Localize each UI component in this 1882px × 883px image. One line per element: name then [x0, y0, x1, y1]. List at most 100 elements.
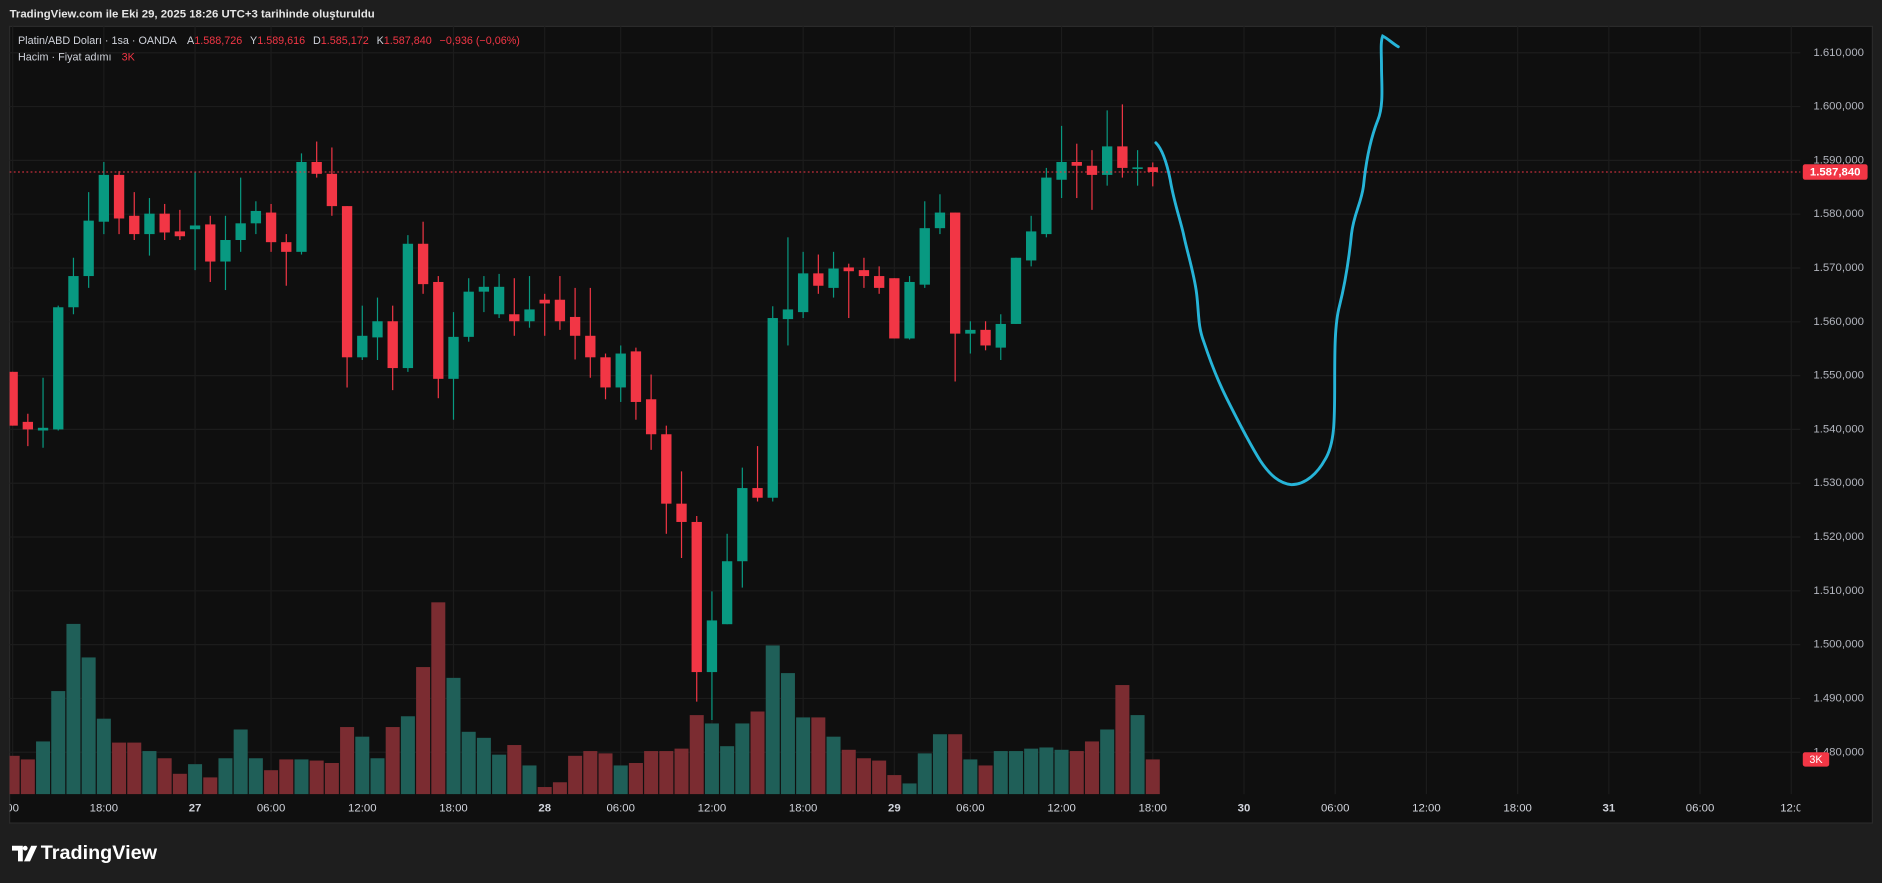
candle-body — [569, 316, 581, 336]
volume-bar — [385, 727, 400, 795]
candle-body — [1086, 165, 1098, 175]
y-tick-label: 1.510,000 — [1813, 585, 1864, 597]
candle-body — [1041, 177, 1052, 235]
volume-bar — [203, 777, 218, 795]
volume-bar — [1024, 748, 1039, 795]
brand-logo: TradingView — [12, 842, 158, 864]
candle-body — [357, 335, 368, 358]
x-tick-label: 27 — [189, 803, 202, 815]
candle-body — [37, 427, 49, 431]
x-tick-label: 12:00 — [1412, 803, 1440, 815]
volume-bar — [963, 759, 978, 795]
x-tick-label: 29 — [888, 803, 901, 815]
axes: 1.480,000 1.490,000 1.500,000 1.510,000 1.52… — [1802, 47, 1868, 767]
volume-bar — [112, 742, 127, 795]
candle-body — [53, 307, 64, 430]
candle-body — [387, 321, 398, 369]
x-tick-label: 00 — [6, 803, 19, 815]
volume-bar — [948, 734, 963, 795]
candle-body — [341, 206, 353, 358]
volume-bar — [142, 751, 157, 795]
candle-body — [873, 276, 885, 288]
y-tick-label: 1.500,000 — [1813, 639, 1864, 651]
y-tick-label: 1.600,000 — [1813, 101, 1864, 113]
ohlc-key: A — [187, 35, 195, 47]
last-price-badge — [1802, 164, 1868, 180]
volume-bar — [446, 677, 461, 795]
x-tick-label: 18:00 — [789, 803, 817, 815]
volume-bar — [81, 657, 96, 795]
volume-bar — [1054, 749, 1069, 795]
x-tick-label: 12:0 — [1780, 803, 1802, 815]
candle-body — [1102, 146, 1113, 175]
volume-bar — [780, 673, 795, 795]
candle-body — [1147, 167, 1158, 172]
candle-body — [645, 399, 657, 435]
ohlc-value: 1.588,726 — [194, 35, 242, 47]
ohlc-key: K — [377, 35, 385, 47]
volume-bar — [841, 749, 856, 795]
x-tick-label: 18:00 — [439, 803, 467, 815]
candle-body — [691, 521, 702, 673]
candle-body — [296, 161, 307, 252]
volume-bar — [750, 711, 765, 795]
volume-bar — [1069, 751, 1084, 795]
volume-bar — [628, 763, 643, 795]
candle-body — [1117, 146, 1128, 168]
candle-body — [402, 243, 414, 369]
volume-bar — [1100, 729, 1115, 795]
candle-body — [433, 281, 444, 379]
candle-body — [737, 488, 748, 562]
volume-bar — [993, 751, 1008, 795]
candle-body — [949, 212, 961, 334]
volume-layer — [9, 602, 1160, 795]
candle-body — [797, 273, 809, 313]
candle-body — [661, 434, 672, 504]
x-tick-label: 06:00 — [606, 803, 634, 815]
candle-body — [767, 318, 778, 498]
volume-bar — [188, 764, 203, 795]
candle-body — [600, 357, 611, 388]
candle-body — [189, 225, 201, 230]
volume-bar — [355, 736, 370, 795]
candle-body — [235, 223, 246, 241]
candle-body — [159, 213, 170, 233]
last-price-label: 1.587,840 — [1810, 167, 1861, 179]
candle-body — [22, 421, 34, 430]
candle-body — [706, 620, 718, 673]
candle-body — [554, 299, 566, 322]
x-tick-label: 12:00 — [1047, 803, 1075, 815]
volume-bar — [826, 736, 841, 795]
volume-bar — [887, 775, 902, 795]
ohlc-value: 1.585,172 — [321, 35, 369, 47]
candle-body — [1056, 161, 1067, 180]
candle-body — [889, 278, 900, 339]
candle-body — [311, 161, 322, 174]
volume-bar — [1084, 741, 1099, 795]
volume-bar — [1008, 751, 1023, 795]
candle-body — [904, 281, 915, 339]
volume-bar — [279, 759, 294, 795]
volume-bar — [264, 770, 279, 795]
candle-body — [524, 309, 535, 322]
volume-bar — [568, 755, 583, 795]
candle-body — [630, 351, 642, 402]
candle-body — [813, 273, 824, 286]
volume-bar — [157, 758, 172, 795]
candle-body — [205, 224, 216, 262]
hand-drawn-annotation — [1154, 34, 1400, 487]
volume-bar — [218, 758, 233, 795]
candle-body — [858, 270, 870, 277]
x-tick-label: 30 — [1238, 803, 1251, 815]
candle-body — [980, 329, 991, 346]
volume-bar — [20, 759, 35, 795]
candle-body — [1010, 257, 1022, 324]
volume-bar — [324, 763, 339, 795]
volume-bar — [613, 765, 628, 795]
volume-bar — [598, 753, 613, 795]
volume-bar — [583, 751, 598, 795]
candle-body — [250, 210, 262, 224]
time-axis: 00 18:00 27 06:00 12:00 18:00 28 06:00 12:00 18:0… — [6, 803, 1802, 815]
candle-body — [919, 228, 930, 285]
